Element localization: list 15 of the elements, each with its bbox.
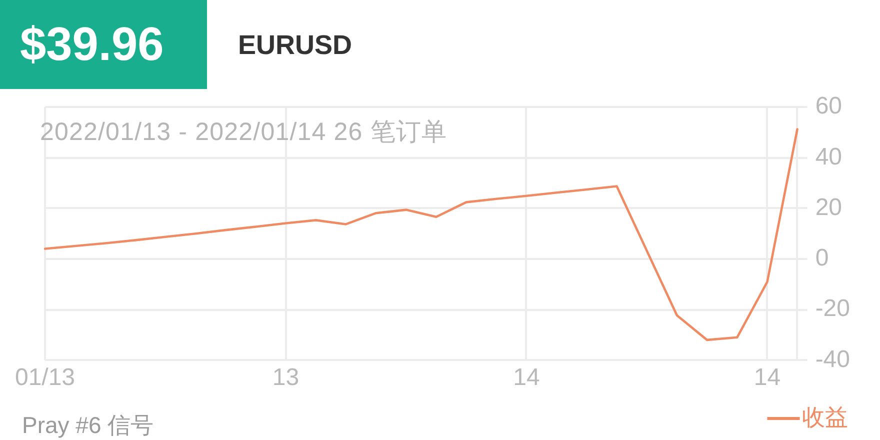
legend-label: 收益: [802, 404, 848, 430]
x-tick-label: 14: [513, 364, 540, 392]
y-tick-label: 0: [815, 244, 829, 272]
text: Pray #6 信号: [22, 412, 154, 438]
y-tick-label: -20: [815, 295, 850, 322]
y-tick-label: 40: [815, 143, 842, 170]
chart-subtitle: 2022/01/13 - 2022/01/14 26 笔订单: [40, 118, 448, 146]
y-tick-label: 60: [815, 92, 842, 120]
x-tick-label: 14: [754, 364, 781, 392]
y-tick-label: -40: [815, 346, 850, 373]
text: $39.96: [20, 17, 164, 70]
x-tick-label: 13: [272, 364, 300, 392]
chart-title: EURUSD: [238, 30, 352, 60]
y-tick-label: 20: [815, 194, 842, 221]
x-tick-label: 01/13: [14, 364, 76, 392]
